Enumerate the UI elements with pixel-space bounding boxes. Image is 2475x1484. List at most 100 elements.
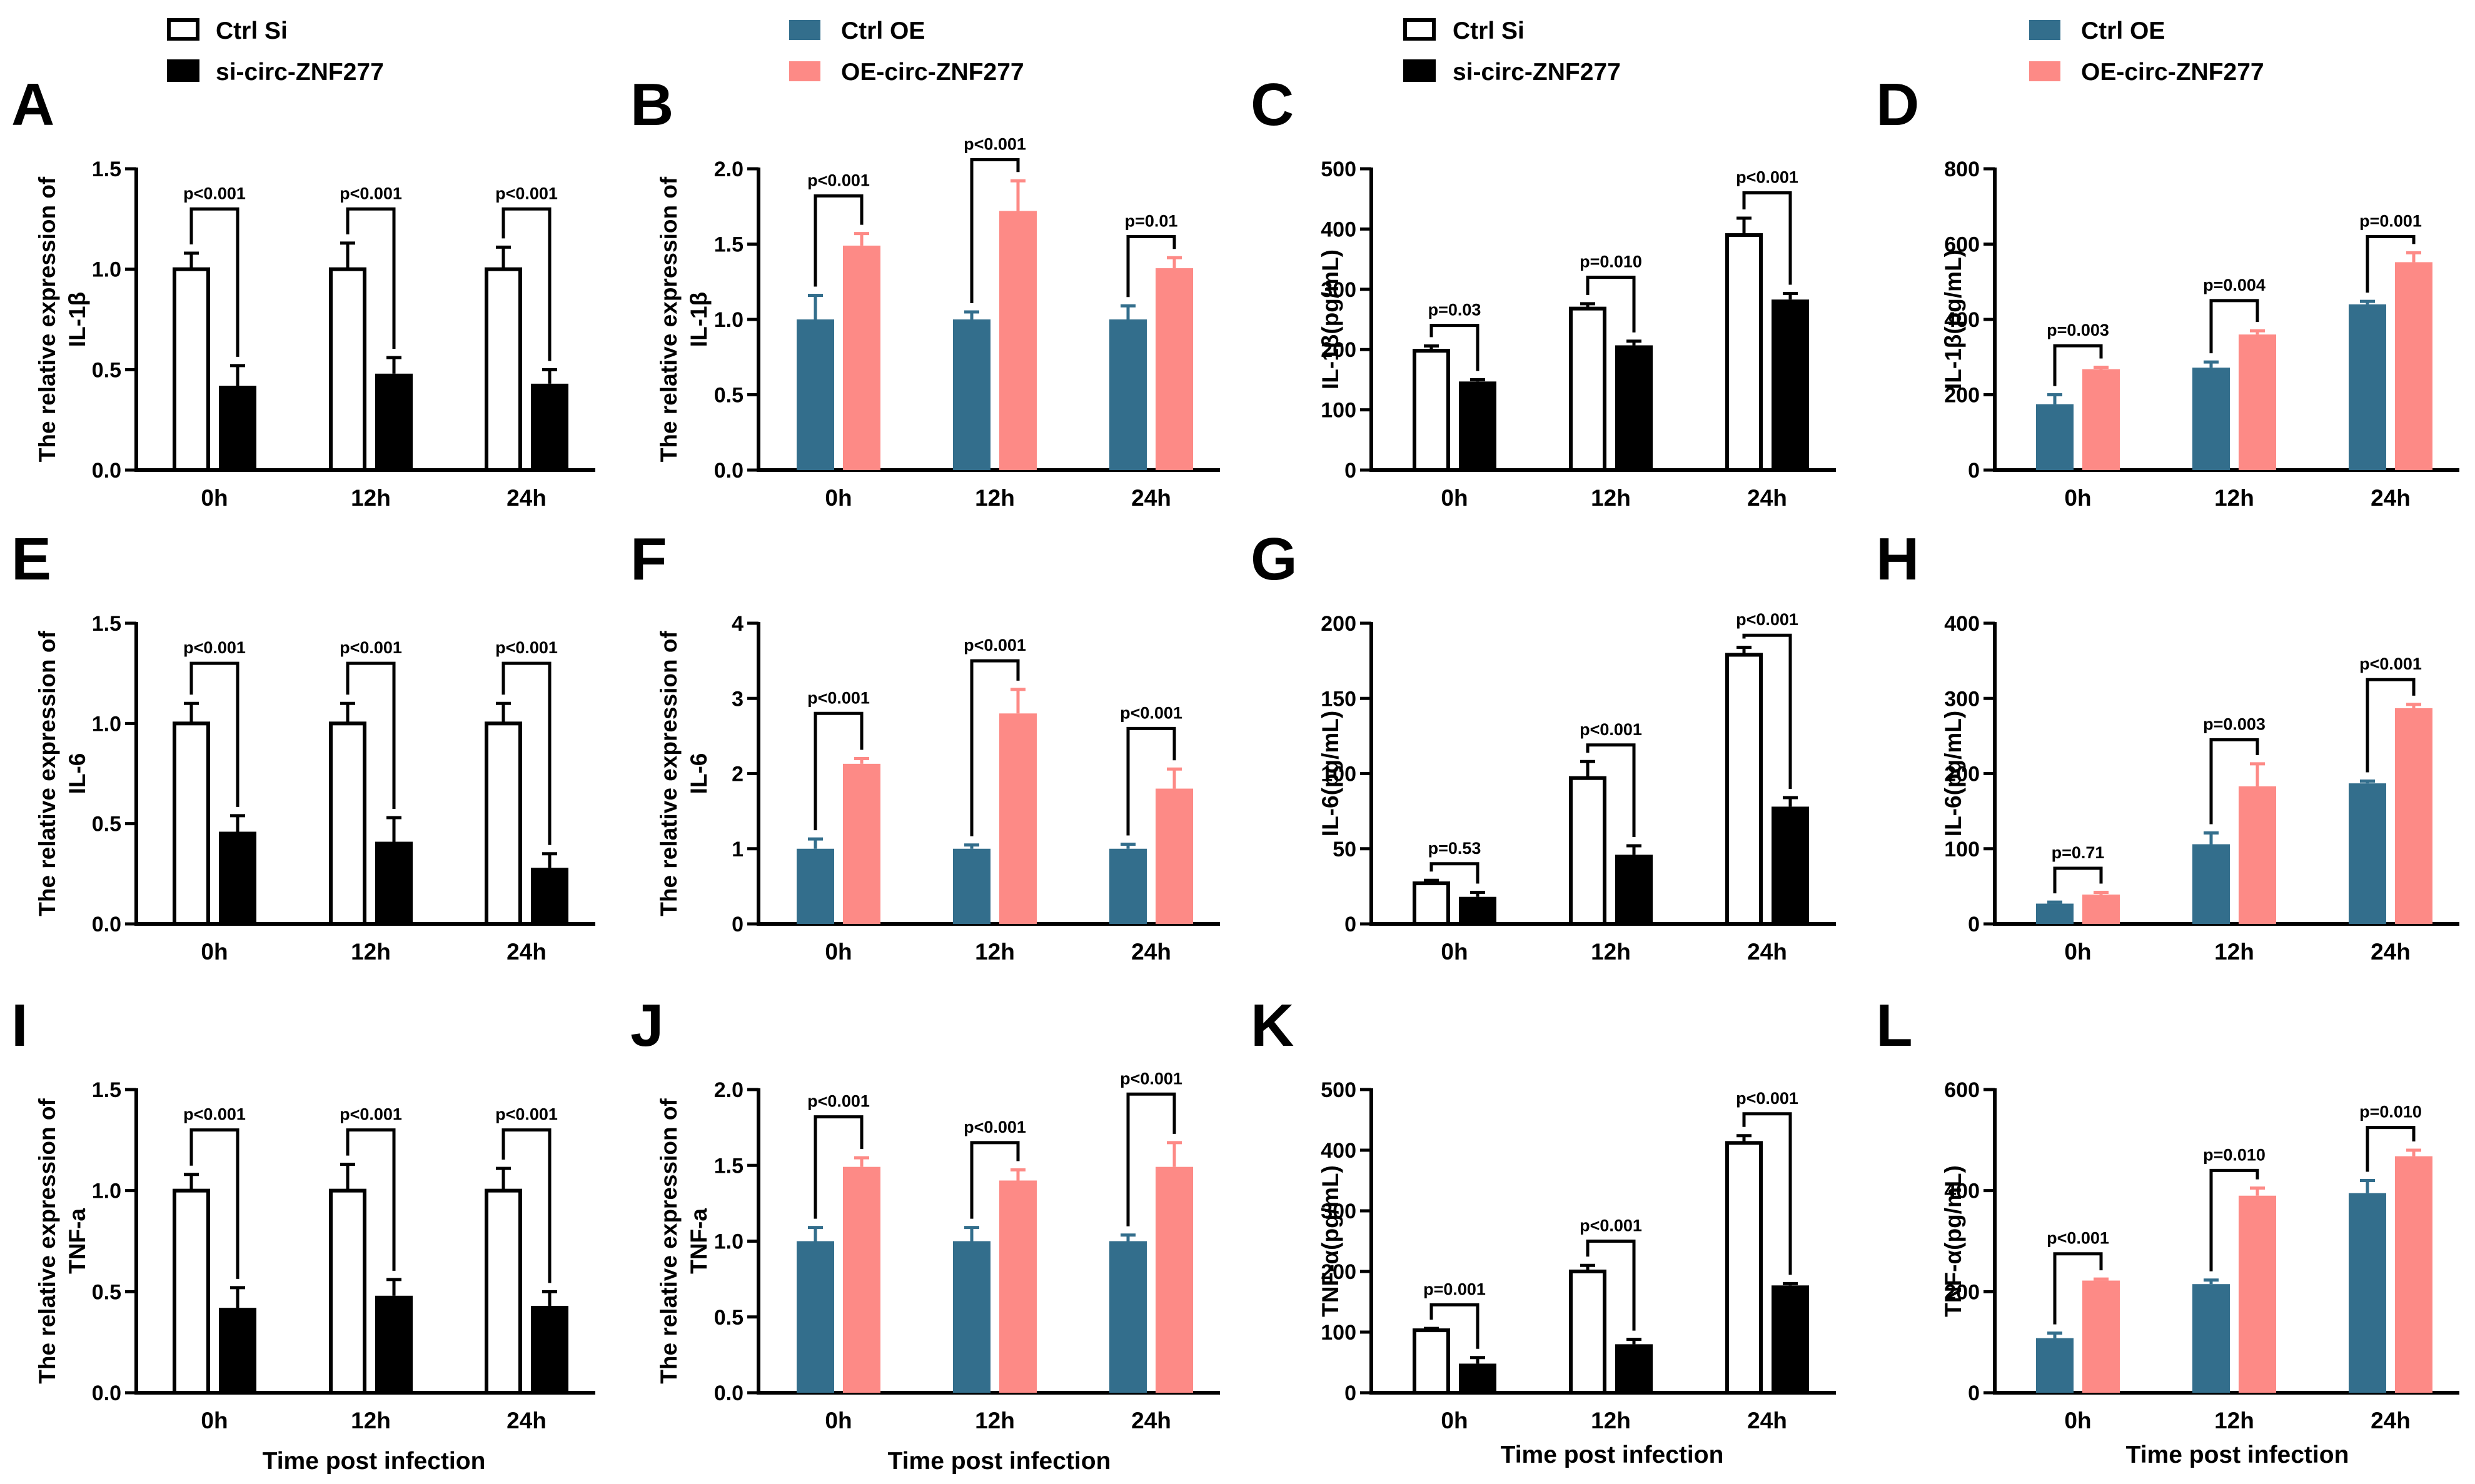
legend-label-si: si-circ-ZNF277 [216, 59, 384, 86]
y-tick-label: 2.0 [714, 1078, 744, 1102]
x-tick-label: 12h [975, 939, 1015, 965]
p-value-label: p<0.001 [183, 1105, 246, 1124]
p-value-label: p<0.001 [1580, 1216, 1642, 1235]
y-tick-label: 100 [1321, 1321, 1356, 1345]
p-value-label: p<0.001 [1736, 610, 1798, 629]
bar [485, 721, 522, 926]
bar [797, 1241, 834, 1393]
x-tick-label: 12h [2214, 939, 2254, 965]
y-tick-label: 400 [1944, 308, 1980, 332]
panel-letter: G [1251, 526, 1298, 593]
y-tick-label: 1.0 [714, 1230, 744, 1254]
bar [999, 713, 1037, 924]
y-axis-label: IL-1β(pg/mL) [1940, 249, 1966, 389]
bar [2349, 1193, 2386, 1393]
bar [1109, 848, 1147, 924]
y-tick-label: 0.0 [92, 1381, 121, 1405]
bar [2082, 895, 2120, 924]
significance-bracket [2209, 1168, 2259, 1271]
panel-letter: J [630, 992, 663, 1059]
y-axis-label-line: IL-6 [64, 753, 90, 795]
bar [1615, 1344, 1653, 1393]
p-value-label: p<0.001 [1120, 1069, 1182, 1088]
y-tick-label: 1.5 [92, 158, 121, 181]
significance-bracket [1126, 234, 1176, 298]
significance-bracket [2366, 678, 2416, 773]
x-tick-label: 0h [2064, 1408, 2091, 1433]
y-tick-label: 0 [1344, 459, 1356, 483]
significance-bracket [346, 661, 396, 810]
bar [329, 267, 366, 472]
panel-letter: B [630, 71, 673, 138]
y-tick-label: 0.0 [92, 459, 121, 483]
bar [2239, 786, 2276, 924]
x-tick-label: 0h [825, 939, 852, 965]
bar [1459, 896, 1496, 924]
p-value-label: p=0.004 [2203, 276, 2266, 294]
legend-oe-left: Ctrl OE OE-circ-ZNF277 [789, 18, 1024, 86]
y-tick-label: 0.5 [92, 813, 121, 836]
x-tick-label: 12h [351, 485, 391, 511]
y-axis-label-line: IL-1β(pg/mL) [1940, 249, 1966, 389]
p-value-label: p<0.001 [1120, 703, 1182, 722]
bar [953, 1241, 991, 1393]
panel-letter: I [11, 992, 28, 1059]
bar [329, 1188, 366, 1395]
legend-swatch-oe [2029, 61, 2060, 81]
p-value-label: p<0.001 [2047, 1229, 2109, 1248]
y-tick-label: 0 [1968, 1381, 1980, 1405]
bar [1569, 306, 1606, 472]
x-tick-label: 12h [351, 939, 391, 965]
bar [531, 1305, 568, 1393]
legend-swatch-ctrl-si [1403, 18, 1436, 41]
panel-letter: L [1876, 992, 1913, 1059]
significance-bracket [970, 1141, 1020, 1219]
p-value-label: p<0.001 [807, 688, 870, 707]
bar [219, 386, 256, 470]
bar [2036, 903, 2074, 924]
significance-bracket [2366, 234, 2416, 293]
p-value-label: p<0.001 [495, 1105, 558, 1124]
significance-bracket [814, 1115, 864, 1219]
y-tick-label: 1.5 [92, 612, 121, 636]
bar [1615, 345, 1653, 470]
bar [329, 721, 366, 926]
y-axis-label: IL-6(pg/mL) [1318, 711, 1343, 836]
p-value-label: p=0.010 [2203, 1145, 2266, 1164]
y-tick-label: 150 [1321, 687, 1356, 711]
p-value-label: p<0.001 [183, 638, 246, 657]
y-tick-label: 1.0 [92, 712, 121, 736]
x-tick-label: 0h [201, 485, 228, 511]
bar [1156, 268, 1193, 470]
y-tick-label: 1.0 [92, 258, 121, 282]
bar [531, 868, 568, 924]
bar [1725, 653, 1763, 926]
significance-bracket [502, 1128, 552, 1283]
significance-bracket [1429, 1303, 1479, 1349]
x-tick-label: 12h [351, 1408, 391, 1433]
bar [953, 319, 991, 470]
legend-oe-right: Ctrl OE OE-circ-ZNF277 [2029, 18, 2264, 86]
panel-letter: E [11, 526, 51, 593]
bar [531, 383, 568, 470]
bar [1725, 1141, 1763, 1395]
p-value-label: p=0.03 [1428, 301, 1481, 319]
y-tick-label: 100 [1944, 838, 1980, 861]
y-axis-label: TNF-α(pg/mL) [1318, 1165, 1343, 1317]
p-value-label: p=0.01 [1125, 211, 1178, 230]
y-tick-label: 300 [1944, 687, 1980, 711]
y-tick-label: 1.5 [714, 233, 744, 257]
bar [797, 848, 834, 924]
bar [485, 1188, 522, 1395]
y-tick-label: 0.0 [714, 459, 744, 483]
bar [173, 721, 210, 926]
p-value-label: p<0.001 [495, 184, 558, 203]
x-tick-label: 0h [2064, 485, 2091, 511]
y-tick-label: 400 [1944, 1180, 1980, 1203]
y-tick-label: 2 [732, 763, 744, 786]
chart-panel-k: K TNF-α(pg/mL) 0 100 200 300 400 500 0h p=0.001 12… [1251, 992, 1836, 1433]
y-tick-label: 0 [732, 913, 744, 936]
bar [999, 1180, 1037, 1393]
